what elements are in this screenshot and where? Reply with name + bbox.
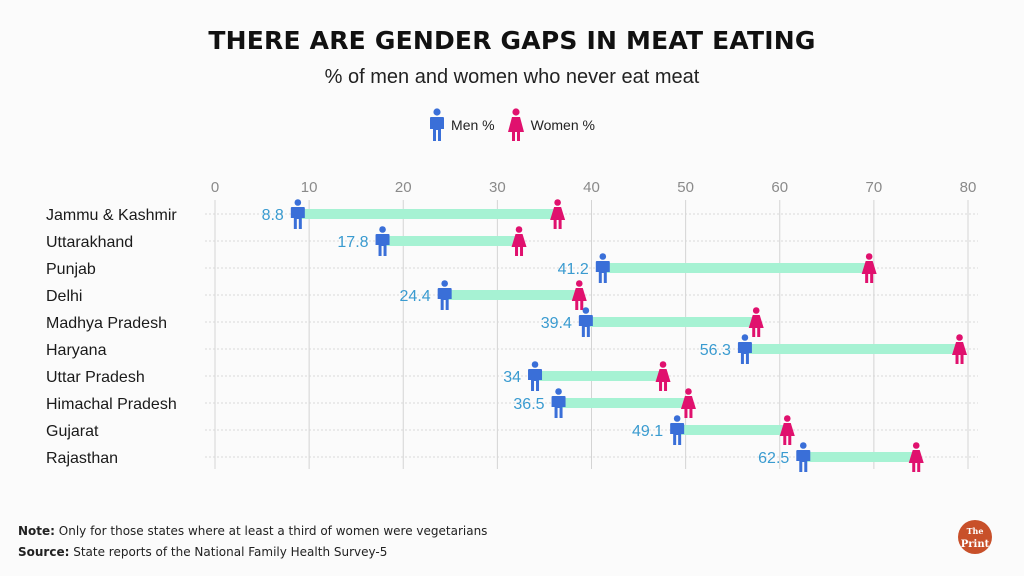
men-value-label: 39.4 (541, 315, 572, 332)
category-label: Jammu & Kashmir (46, 207, 177, 224)
woman-icon (507, 108, 524, 141)
men-value-label: 62.5 (758, 450, 789, 467)
man-icon (430, 108, 445, 141)
footnote: Note: Only for those states where at lea… (18, 524, 487, 538)
man-marker (796, 442, 811, 472)
woman-marker (908, 442, 924, 472)
woman-marker (861, 253, 877, 283)
chart-title: THERE ARE GENDER GAPS IN MEAT EATING (208, 26, 816, 55)
gap-bar (803, 452, 917, 462)
legend-women-label: Women % (530, 117, 595, 133)
gap-bar (535, 371, 664, 381)
woman-marker (571, 280, 587, 310)
man-marker (670, 415, 685, 445)
note-label: Note: (18, 524, 55, 538)
x-tick-label: 70 (866, 179, 883, 196)
x-tick-label: 80 (960, 179, 977, 196)
legend-men-label: Men % (451, 117, 495, 133)
category-label: Delhi (46, 288, 82, 305)
men-value-label: 36.5 (513, 396, 544, 413)
woman-marker (550, 199, 566, 229)
x-tick-label: 60 (771, 179, 788, 196)
man-marker (551, 388, 566, 418)
gap-bar (585, 317, 757, 327)
man-marker (595, 253, 610, 283)
man-marker (737, 334, 752, 364)
x-tick-label: 10 (301, 179, 318, 196)
men-value-label: 24.4 (400, 288, 431, 305)
woman-marker (779, 415, 795, 445)
category-label: Madhya Pradesh (46, 315, 167, 332)
woman-marker (655, 361, 671, 391)
legend-item-men: Men % (429, 108, 495, 142)
men-value-label: 56.3 (700, 342, 731, 359)
category-label: Gujarat (46, 423, 99, 440)
woman-marker (511, 226, 527, 256)
category-label: Punjab (46, 261, 96, 278)
x-tick-label: 40 (583, 179, 600, 196)
men-value-label: 8.8 (262, 207, 284, 224)
legend: Men % Women % (0, 108, 1024, 142)
source-label: Source: (18, 545, 70, 559)
category-label: Haryana (46, 342, 107, 359)
category-label: Himachal Pradesh (46, 396, 177, 413)
man-marker (290, 199, 305, 229)
category-label: Rajasthan (46, 450, 118, 467)
logo-line1: The (966, 526, 984, 536)
x-tick-label: 0 (211, 179, 219, 196)
source-text: State reports of the National Family Hea… (69, 545, 388, 559)
men-value-label: 17.8 (337, 234, 368, 251)
x-tick-label: 20 (395, 179, 412, 196)
legend-item-women: Women % (507, 108, 595, 142)
theprint-logo: The Print (958, 520, 992, 554)
category-label: Uttarakhand (46, 234, 133, 251)
logo-line2: Print (960, 539, 990, 550)
men-value-label: 41.2 (558, 261, 589, 278)
gap-bar (444, 290, 580, 300)
gap-bar (602, 263, 870, 273)
man-marker (437, 280, 452, 310)
gap-bar (558, 398, 689, 408)
source: Source: State reports of the National Fa… (18, 545, 387, 559)
man-marker (375, 226, 390, 256)
x-tick-label: 30 (489, 179, 506, 196)
man-marker (528, 361, 543, 391)
woman-marker (952, 334, 968, 364)
woman-marker (680, 388, 696, 418)
x-tick-label: 50 (677, 179, 694, 196)
man-marker (578, 307, 593, 337)
men-value-label: 49.1 (632, 423, 663, 440)
category-label: Uttar Pradesh (46, 369, 145, 386)
gap-bar (382, 236, 520, 246)
note-text: Only for those states where at least a t… (54, 524, 488, 538)
gap-bar (297, 209, 558, 219)
gap-bar (677, 425, 788, 435)
chart-subtitle: % of men and women who never eat meat (324, 66, 700, 88)
men-value-label: 34 (503, 369, 521, 386)
woman-marker (748, 307, 764, 337)
gap-bar (744, 344, 960, 354)
